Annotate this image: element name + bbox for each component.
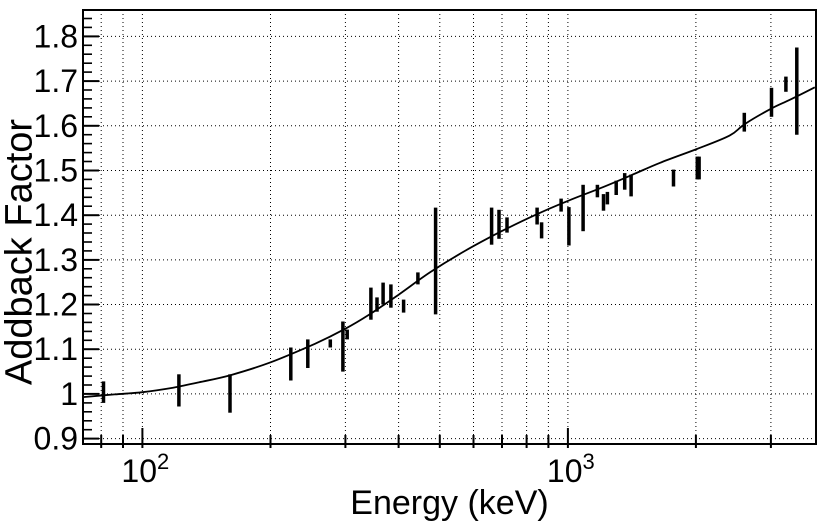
y-tick-label-0.9: 0.9 bbox=[34, 421, 78, 457]
y-tick-label-1.7: 1.7 bbox=[34, 63, 78, 99]
y-tick-label-1.5: 1.5 bbox=[34, 153, 78, 189]
y-tick-label-1.3: 1.3 bbox=[34, 242, 78, 278]
x-tick-label-1000: 103 bbox=[547, 449, 595, 489]
y-tick-label-1: 1 bbox=[60, 376, 78, 412]
plot-frame bbox=[82, 9, 817, 445]
y-tick-label-1.1: 1.1 bbox=[34, 331, 78, 367]
x-axis-title: Energy (keV) bbox=[350, 484, 549, 522]
y-tick-label-1.2: 1.2 bbox=[34, 287, 78, 323]
fit-curve bbox=[82, 86, 816, 398]
y-axis-title: Addback Factor bbox=[0, 118, 41, 386]
x-tick-label-100: 102 bbox=[121, 449, 169, 489]
y-tick-label-1.8: 1.8 bbox=[34, 18, 78, 54]
y-tick-label-1.4: 1.4 bbox=[34, 197, 78, 233]
y-tick-label-1.6: 1.6 bbox=[34, 108, 78, 144]
